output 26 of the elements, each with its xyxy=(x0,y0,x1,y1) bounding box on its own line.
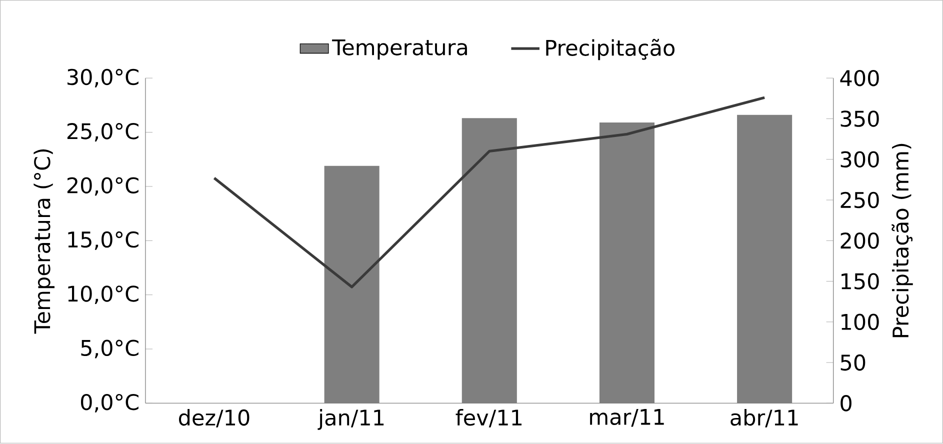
y2-tick-label: 350 xyxy=(840,110,879,128)
legend-label: Temperatura xyxy=(332,40,467,60)
y2-tick-label: 300 xyxy=(840,151,879,168)
y-tick-label: 0,0°C xyxy=(81,394,138,413)
y2-tick-label: 200 xyxy=(840,232,879,249)
legend-label: Precipitação xyxy=(546,39,674,60)
y2-tick-label: 50 xyxy=(840,354,866,371)
line-series xyxy=(212,96,766,289)
y-tick-label: 10,0°C xyxy=(68,286,138,304)
y2-tick-label: 100 xyxy=(842,314,879,330)
y2-axis-title: Precipitação (mm) xyxy=(892,144,913,338)
y-axis-title: Temperatura (°C) xyxy=(34,150,54,334)
y-tick-label: 25,0°C xyxy=(67,123,138,142)
x-tick-label: dez/10 xyxy=(179,409,250,428)
x-tick-label: mar/11 xyxy=(590,409,664,427)
x-tick-label: fev/11 xyxy=(456,409,522,428)
x-tick-label: abr/11 xyxy=(730,409,798,428)
y2-tick-label: 400 xyxy=(840,70,879,86)
y-tick-label: 15,0°C xyxy=(68,232,138,250)
y-tick-label: 30,0°C xyxy=(68,69,138,88)
y2-tick-label: 250 xyxy=(840,192,879,208)
y2-tick-label: 150 xyxy=(842,273,879,290)
y-tick-label: 20,0°C xyxy=(67,177,138,196)
x-tick-label: jan/11 xyxy=(318,409,384,430)
y-tick-label: 5,0°C xyxy=(81,340,138,358)
y2-tick-label: 0 xyxy=(840,395,852,412)
